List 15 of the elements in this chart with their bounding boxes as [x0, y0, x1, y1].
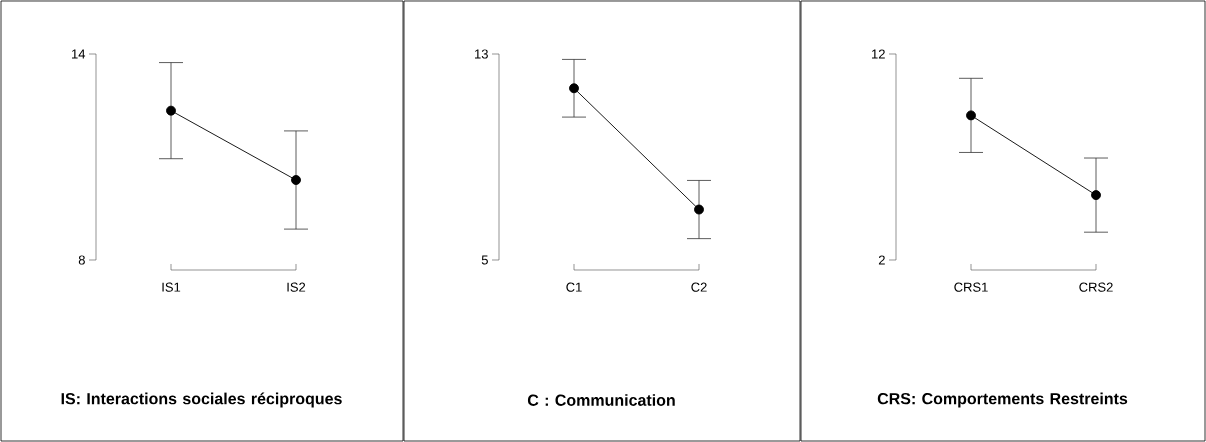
x-tick-label: C2 — [691, 282, 707, 292]
text: CRS: Comportements Restreints — [877, 392, 1128, 408]
text: C : Communication — [527, 394, 675, 406]
x-tick-label: CRS2 — [1079, 282, 1113, 292]
y-tick-label: 14 — [72, 49, 86, 59]
x-tick-label: C1 — [566, 282, 582, 292]
y-tick-label: 2 — [878, 255, 885, 265]
y-tick-label: 5 — [481, 255, 488, 265]
text: IS: Interactions sociales réciproques — [61, 392, 342, 408]
x-tick-label: IS2 — [287, 282, 306, 292]
y-tick-label: 12 — [872, 49, 885, 59]
y-tick-label: 13 — [475, 49, 488, 59]
x-tick-label: IS1 — [162, 282, 181, 292]
x-tick-label: CRS1 — [954, 282, 988, 292]
y-tick-label: 8 — [78, 255, 85, 265]
